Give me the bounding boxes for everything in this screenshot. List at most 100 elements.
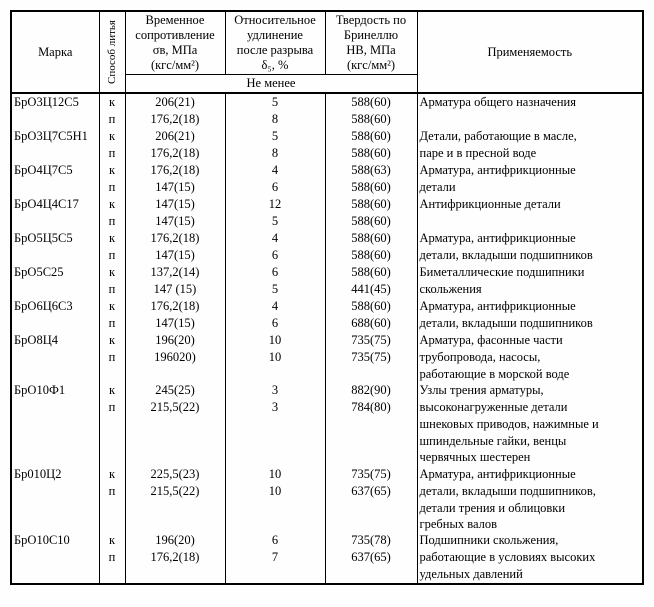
cell-method [99,433,125,449]
table-row: шнековых приводов, нажимные и [11,416,643,432]
cell-app: работающие в морской воде [417,366,643,382]
cell-delta [225,566,325,583]
cell-marka [11,516,99,532]
cell-method: п [99,213,125,230]
cell-sigma: 176,2(18) [125,230,225,247]
cell-marka: БрО10Ф1 [11,382,99,399]
cell-delta: 6 [225,315,325,332]
cell-sigma: 206(21) [125,93,225,111]
cell-hb: 588(60) [325,213,417,230]
cell-hb: 588(60) [325,230,417,247]
cell-marka [11,433,99,449]
cell-method: п [99,179,125,196]
cell-marka [11,247,99,264]
table-row: п176,2(18)8588(60)паре и в пресной воде [11,145,643,162]
hdr-delta: Относительное удлинение после разрыва δ₅… [225,11,325,75]
cell-delta: 6 [225,179,325,196]
cell-delta: 10 [225,483,325,500]
table-row: шпиндельные гайки, венцы [11,433,643,449]
table-row: БрО8Ц4к196(20)10735(75)Арматура, фасонны… [11,332,643,349]
cell-app: Арматура, антифрикционные [417,298,643,315]
cell-sigma: 137,2(14) [125,264,225,281]
cell-sigma: 206(21) [125,128,225,145]
cell-method: к [99,298,125,315]
cell-marka: БрО3Ц7С5Н1 [11,128,99,145]
cell-hb [325,433,417,449]
cell-hb: 735(75) [325,466,417,483]
table-row: удельных давлений [11,566,643,583]
cell-delta: 12 [225,196,325,213]
cell-hb: 588(60) [325,128,417,145]
cell-app: шпиндельные гайки, венцы [417,433,643,449]
table-row: п176,2(18)8588(60) [11,111,643,128]
cell-sigma: 225,5(23) [125,466,225,483]
cell-app: трубопровода, насосы, [417,349,643,366]
table-row: БрО5Ц5С5к176,2(18)4588(60)Арматура, анти… [11,230,643,247]
cell-sigma: 196(20) [125,532,225,549]
cell-method: п [99,247,125,264]
table-row: Бр010Ц2к225,5(23)10735(75)Арматура, анти… [11,466,643,483]
cell-method: п [99,399,125,416]
cell-marka [11,500,99,516]
table-row: п215,5(22)3784(80)высоконагруженные дета… [11,399,643,416]
cell-delta: 5 [225,93,325,111]
cell-app: Антифрикционные детали [417,196,643,213]
cell-method: к [99,264,125,281]
cell-delta: 6 [225,532,325,549]
cell-hb: 588(60) [325,145,417,162]
cell-method: к [99,382,125,399]
cell-hb: 588(60) [325,93,417,111]
cell-sigma: 176,2(18) [125,111,225,128]
cell-hb [325,566,417,583]
cell-hb: 735(78) [325,532,417,549]
cell-app: высоконагруженные детали [417,399,643,416]
cell-hb: 588(60) [325,196,417,213]
table-row: червячных шестерен [11,449,643,465]
hdr-method: Способ литья [99,11,125,93]
cell-method: к [99,196,125,213]
cell-app: Детали, работающие в масле, [417,128,643,145]
cell-hb [325,416,417,432]
cell-hb: 735(75) [325,349,417,366]
cell-delta: 8 [225,111,325,128]
cell-hb: 588(60) [325,179,417,196]
cell-method: п [99,349,125,366]
table-row: п147 (15)5441(45)скольжения [11,281,643,298]
table-row: п215,5(22)10637(65)детали, вкладыши подш… [11,483,643,500]
cell-sigma: 176,2(18) [125,298,225,315]
cell-sigma: 147(15) [125,196,225,213]
cell-marka [11,449,99,465]
cell-marka: БрО8Ц4 [11,332,99,349]
cell-app: шнековых приводов, нажимные и [417,416,643,432]
cell-delta: 4 [225,230,325,247]
cell-marka [11,213,99,230]
cell-method: п [99,111,125,128]
cell-method [99,416,125,432]
table-header: Марка Способ литья Временное сопротивлен… [11,11,643,93]
cell-sigma: 176,2(18) [125,162,225,179]
cell-method: п [99,549,125,566]
cell-delta [225,433,325,449]
cell-marka [11,399,99,416]
cell-marka [11,366,99,382]
cell-app: паре и в пресной воде [417,145,643,162]
cell-marka [11,281,99,298]
table-row: п196020)10735(75)трубопровода, насосы, [11,349,643,366]
table-row: БрО4Ц4С17к147(15)12588(60)Антифрикционны… [11,196,643,213]
table-row: работающие в морской воде [11,366,643,382]
cell-delta: 5 [225,213,325,230]
cell-app: работающие в условиях высоких [417,549,643,566]
cell-method [99,449,125,465]
cell-app: Арматура, антифрикционные [417,162,643,179]
table-row: гребных валов [11,516,643,532]
table-row: БрО4Ц7С5к176,2(18)4588(63)Арматура, анти… [11,162,643,179]
cell-hb [325,449,417,465]
cell-app: детали, вкладыши подшипников, [417,483,643,500]
cell-marka [11,483,99,500]
cell-sigma: 176,2(18) [125,145,225,162]
cell-delta: 6 [225,247,325,264]
cell-hb: 735(75) [325,332,417,349]
table-row: БрО3Ц12С5к206(21)5588(60)Арматура общего… [11,93,643,111]
hdr-app: Применяемость [417,11,643,93]
cell-delta: 4 [225,298,325,315]
